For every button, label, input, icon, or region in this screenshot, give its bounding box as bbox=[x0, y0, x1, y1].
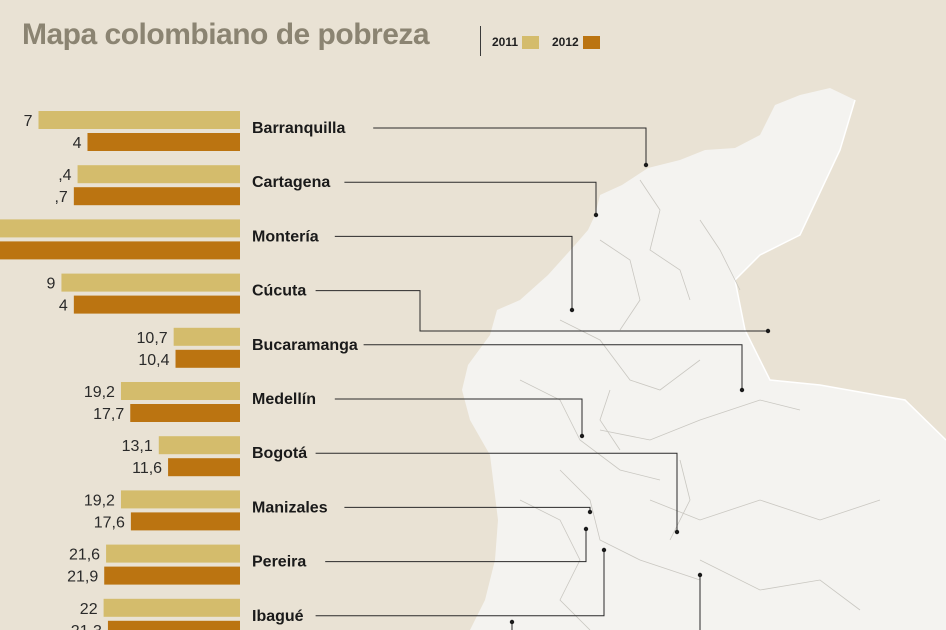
city-dot bbox=[739, 387, 745, 393]
category-label: Bucaramanga bbox=[252, 337, 358, 354]
category-label: Ibagué bbox=[252, 608, 304, 625]
legend-item-2011: 2011 bbox=[492, 34, 540, 50]
bar-2012 bbox=[168, 458, 240, 477]
category-label: Cúcuta bbox=[252, 283, 306, 300]
value-label-2012: ,7 bbox=[54, 189, 67, 206]
department-border bbox=[699, 219, 741, 291]
category-label: Bogotá bbox=[252, 445, 307, 462]
department-border bbox=[599, 239, 641, 331]
bar-2012 bbox=[73, 295, 240, 314]
value-label-2012: 21,9 bbox=[67, 569, 98, 586]
value-label-2012: 10,4 bbox=[138, 352, 169, 369]
category-label: Montería bbox=[252, 228, 319, 245]
value-label-2012: 4 bbox=[59, 298, 68, 315]
category-label: Cartagena bbox=[252, 174, 330, 191]
leader-line bbox=[315, 452, 678, 532]
leader-line bbox=[344, 506, 591, 512]
city-dot bbox=[601, 547, 607, 553]
bar-2012 bbox=[104, 566, 240, 585]
legend-item-2012: 2012 bbox=[552, 34, 600, 50]
leader-line bbox=[315, 550, 605, 617]
leader-line bbox=[344, 181, 597, 215]
colombia-landmass bbox=[462, 88, 946, 630]
neighbor-border bbox=[734, 99, 946, 441]
city-dot bbox=[593, 212, 599, 218]
leader-line bbox=[373, 127, 647, 165]
department-border bbox=[519, 379, 661, 481]
bar-2011 bbox=[106, 544, 240, 563]
legend-swatch-2012 bbox=[582, 35, 600, 49]
value-label-2011: 7 bbox=[24, 113, 33, 130]
bar-2012 bbox=[130, 404, 240, 422]
department-border bbox=[559, 469, 701, 581]
department-border bbox=[559, 319, 701, 391]
city-dot bbox=[579, 433, 585, 439]
value-label-2011: 9 bbox=[47, 276, 56, 293]
value-label-2011: 19,2 bbox=[84, 492, 115, 509]
bar-2012 bbox=[130, 512, 240, 531]
bar-2012 bbox=[175, 349, 240, 368]
city-dot bbox=[674, 529, 680, 535]
department-border bbox=[599, 399, 801, 441]
city-dot bbox=[583, 526, 589, 532]
bar-2011 bbox=[61, 273, 240, 292]
value-label-2012: 17,6 bbox=[94, 514, 125, 531]
leader-line bbox=[334, 398, 583, 436]
value-label-2011: ,4 bbox=[58, 167, 71, 184]
category-label: Manizales bbox=[252, 499, 328, 516]
bar-2012 bbox=[73, 187, 240, 206]
value-label-2011: 22 bbox=[80, 601, 98, 618]
value-label-2011: 13,1 bbox=[122, 438, 153, 455]
bar-2011 bbox=[120, 382, 240, 400]
legend-label-2012: 2012 bbox=[552, 35, 579, 49]
category-label: Medellín bbox=[252, 391, 316, 408]
legend-swatch-2011 bbox=[522, 35, 540, 49]
bar-2011 bbox=[77, 165, 240, 184]
department-border bbox=[599, 389, 621, 451]
leader-line bbox=[334, 235, 573, 310]
leader-line bbox=[315, 290, 768, 332]
bar-2012 bbox=[107, 620, 240, 630]
city-dot bbox=[697, 572, 703, 578]
value-label-2012: 4 bbox=[73, 135, 82, 152]
city-dot bbox=[569, 307, 575, 313]
bar-2012 bbox=[0, 241, 240, 260]
category-label: Pereira bbox=[252, 554, 306, 571]
value-label-2012: 17,7 bbox=[93, 406, 124, 423]
bar-2011 bbox=[38, 111, 240, 129]
leader-line bbox=[363, 344, 743, 390]
category-label: Barranquilla bbox=[252, 120, 345, 137]
value-label-2012: 11,6 bbox=[132, 460, 162, 477]
bar-2011 bbox=[158, 436, 240, 455]
city-dot bbox=[643, 162, 649, 168]
department-border bbox=[699, 559, 861, 611]
bar-2011 bbox=[0, 219, 240, 238]
department-border bbox=[519, 499, 591, 630]
city-dot bbox=[509, 619, 515, 625]
value-label-2011: 10,7 bbox=[137, 330, 168, 347]
value-label-2012: 21,3 bbox=[71, 623, 102, 630]
value-label-2011: 21,6 bbox=[69, 547, 100, 564]
city-dot bbox=[765, 328, 771, 334]
bar-2012 bbox=[87, 133, 240, 151]
bar-2011 bbox=[173, 327, 240, 346]
department-border bbox=[639, 179, 691, 301]
legend-divider bbox=[480, 26, 481, 56]
value-label-2011: 19,2 bbox=[84, 384, 115, 401]
chart-title: Mapa colombiano de pobreza bbox=[22, 18, 430, 51]
bar-2011 bbox=[120, 490, 240, 509]
legend-label-2011: 2011 bbox=[492, 35, 519, 49]
city-dot bbox=[587, 509, 593, 515]
bar-2011 bbox=[103, 598, 240, 617]
leader-line bbox=[325, 529, 587, 563]
